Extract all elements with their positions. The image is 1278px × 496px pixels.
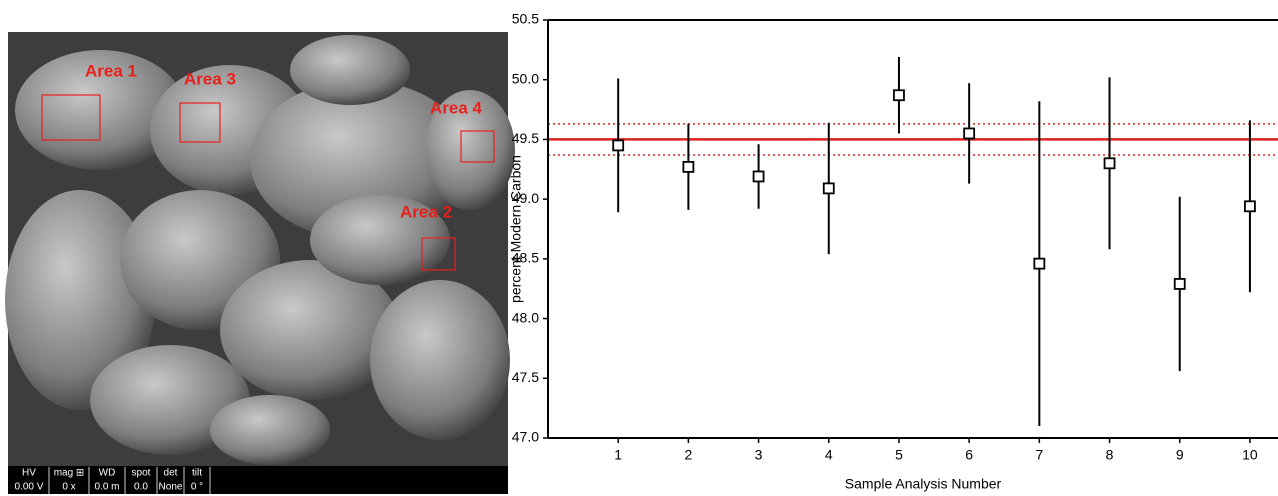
x-tick-label: 3 [755, 447, 763, 463]
info-value: 0.0 [134, 482, 148, 493]
data-point [963, 127, 976, 140]
y-axis-label: percent Modern Carbon [508, 155, 524, 303]
x-tick-label: 9 [1176, 447, 1184, 463]
area-box [460, 130, 495, 163]
x-tick-label: 8 [1106, 447, 1114, 463]
y-tick-label: 48.5 [512, 250, 539, 266]
y-tick-label: 49.0 [512, 190, 539, 206]
info-bar [8, 466, 508, 494]
area-box [421, 237, 456, 271]
area-box [179, 102, 221, 143]
x-tick-label: 4 [825, 447, 833, 463]
info-value: 0 ° [191, 482, 203, 493]
info-header: HV [22, 468, 36, 479]
x-tick-label: 2 [684, 447, 692, 463]
data-point [1033, 257, 1046, 270]
info-header: WD [99, 468, 116, 479]
area-label: Area 4 [430, 98, 483, 117]
x-tick-label: 6 [965, 447, 973, 463]
data-point [1173, 278, 1186, 290]
data-point [893, 89, 905, 102]
x-tick-label: 1 [614, 447, 622, 463]
sem-image: Area 1 Area 3 Area 4 Area 2 HV 0.00 V mag … [5, 32, 515, 494]
y-tick-label: 47.5 [512, 369, 539, 385]
area-label: Area 3 [184, 69, 236, 88]
data-point [1244, 200, 1256, 213]
y-tick-label: 49.5 [512, 130, 539, 146]
area-box [41, 94, 101, 141]
info-header: mag ⊞ [54, 468, 85, 479]
area-label: Area 1 [85, 61, 137, 80]
y-tick-label: 50.0 [512, 70, 539, 86]
data-point [682, 160, 695, 173]
x-axis-label: Sample Analysis Number [845, 476, 1002, 492]
data-point [612, 139, 625, 152]
x-tick-label: 7 [1035, 447, 1043, 463]
data-point [752, 170, 765, 183]
image-texture [5, 35, 515, 465]
area-label: Area 2 [400, 202, 452, 221]
y-tick-label: 47.0 [512, 429, 539, 445]
info-header: det [164, 468, 178, 479]
info-value: 0.00 V [15, 482, 44, 493]
y-tick-label: 50.5 [512, 11, 539, 27]
info-header: spot [132, 468, 151, 479]
x-tick-label: 5 [895, 447, 903, 463]
info-header: tilt [192, 468, 202, 479]
info-value: 0 x [62, 482, 75, 493]
info-cells: HV 0.00 V mag ⊞ 0 x WD 0.0 m spot 0.0 det Nonetil… [15, 467, 211, 494]
data-point [1103, 157, 1116, 170]
x-tick-label: 10 [1242, 447, 1258, 463]
info-value: None [159, 482, 183, 493]
y-tick-label: 48.0 [512, 309, 539, 325]
data-point [822, 182, 835, 195]
info-value: 0.0 m [94, 482, 119, 493]
chart: 47.0 47.5 48.0 48.5 49.0 49.5 50.0 50.5 1 2 3 4 5 6 7 8… [508, 11, 1278, 492]
area-boxes [41, 94, 495, 271]
